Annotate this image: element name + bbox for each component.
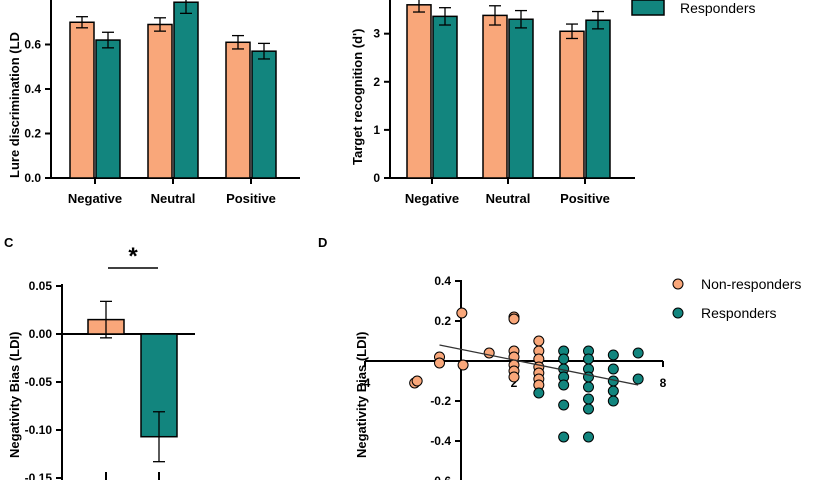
- chart-d-xtick-label-1: 2: [511, 376, 518, 390]
- chart-B-bar-0-0: [406, 4, 432, 179]
- chart-d-point-0-8: [508, 313, 520, 325]
- chart-A-category-1: Neutral: [151, 191, 196, 206]
- chart-A-category-2: Positive: [226, 191, 276, 206]
- chart-d-point-1-14: [583, 403, 594, 415]
- chart-d-point-0-3: [434, 357, 445, 369]
- chart-d-point-1-7: [558, 431, 570, 443]
- chart-d-point-1-17: [607, 363, 619, 375]
- chart-c-ytick-label-3: -0.10: [25, 423, 53, 437]
- legend-top-responders-swatch: [631, 0, 665, 16]
- chart-B-bar-1-0: [482, 14, 508, 179]
- chart-d-point-0-1: [411, 375, 423, 387]
- chart-A-bar-2-1: [251, 50, 277, 179]
- chart-c-ylabel: Negativity Bias (LDI): [7, 332, 22, 458]
- chart-d-point-1-2: [558, 353, 570, 365]
- chart-A-bar-0-0: [69, 21, 95, 179]
- chart-A-ytick-label-0: 0.0: [24, 171, 41, 185]
- chart-A-bar-1-1: [173, 1, 199, 179]
- legend-d-non-responders-marker: [672, 278, 684, 290]
- chart-B-bar-2-1: [585, 19, 611, 179]
- chart-A-ytick-label-3: 0.6: [24, 38, 41, 52]
- chart-d-point-0-14: [533, 335, 545, 347]
- chart-A-bar-1-0: [147, 23, 173, 179]
- chart-d-point-1-0: [533, 387, 545, 399]
- chart-d-point-1-15: [583, 431, 594, 443]
- chart-d-point-0-4: [456, 307, 468, 319]
- chart-B-category-0: Negative: [405, 191, 459, 206]
- chart-d-xtick-label-2: 8: [660, 376, 667, 390]
- chart-c-ytick-label-0: 0.05: [29, 279, 53, 293]
- chart-d-point-1-6: [558, 399, 570, 411]
- chart-B-category-1: Neutral: [486, 191, 531, 206]
- chart-d-point-1-9: [583, 353, 594, 365]
- chart-d-ytick-label-0: 0.4: [434, 274, 451, 288]
- chart-d-ytick-label-2: -0.2: [430, 394, 451, 408]
- chart-d-regression-line: [439, 344, 639, 386]
- chart-B-ytick-label-1: 1: [373, 123, 380, 137]
- legend-d-responders-label: Responders: [701, 305, 777, 321]
- chart-d-point-1-13: [583, 393, 594, 405]
- chart-c-ytick-label-1: 0.00: [29, 327, 53, 341]
- chart-d-point-0-13: [508, 371, 520, 383]
- chart-d-point-0-6: [483, 347, 495, 359]
- chart-d-point-1-11: [583, 371, 594, 383]
- chart-b-ylabel: Target recognition (d'): [350, 29, 365, 165]
- panel-label-c: C: [4, 235, 14, 250]
- chart-A-bar-0-1: [95, 39, 121, 179]
- chart-d-point-1-19: [607, 385, 619, 397]
- chart-d-ytick-label-1: 0.2: [434, 314, 451, 328]
- chart-d-point-1-21: [632, 347, 644, 359]
- chart-B-bar-0-1: [432, 15, 458, 179]
- chart-d-ylabel: Negativity Bias (LDI): [354, 332, 369, 458]
- panel-label-d: D: [318, 235, 327, 250]
- chart-A-category-0: Negative: [68, 191, 122, 206]
- chart-B-bar-1-1: [508, 18, 534, 179]
- chart-d-point-0-5: [457, 359, 469, 371]
- chart-A-ytick-label-2: 0.4: [24, 82, 41, 96]
- chart-d-point-1-16: [607, 349, 619, 361]
- chart-B-ytick-label-3: 3: [373, 27, 380, 41]
- chart-d-point-1-12: [583, 381, 594, 393]
- chart-a-ylabel: Lure discrimination (LD: [7, 32, 22, 178]
- chart-A-ytick-label-1: 0.2: [24, 127, 41, 141]
- legend-top-responders-label: Responders: [680, 0, 756, 16]
- legend-d-non-responders-label: Non-responders: [701, 276, 801, 292]
- chart-B-ytick-label-2: 2: [373, 75, 380, 89]
- chart-d-ytick-label-4: -0.6: [430, 474, 451, 480]
- chart-d-point-1-22: [632, 373, 644, 385]
- chart-d-ytick-label-3: -0.4: [430, 434, 451, 448]
- chart-d-xtick-label-0: -4: [360, 376, 371, 390]
- chart-B-ytick-label-0: 0: [373, 171, 380, 185]
- chart-A-bar-2-0: [225, 41, 251, 179]
- chart-d-point-1-20: [607, 395, 619, 407]
- chart-d-point-1-5: [558, 379, 570, 391]
- chart-c-ytick-label-2: -0.05: [25, 375, 53, 389]
- chart-c-ytick-label-4: -0.15: [25, 471, 53, 480]
- chart-B-category-2: Positive: [560, 191, 610, 206]
- chart-c-significance-star: *: [128, 243, 138, 270]
- legend-d-responders-marker: [672, 307, 684, 319]
- chart-B-bar-2-0: [559, 30, 585, 179]
